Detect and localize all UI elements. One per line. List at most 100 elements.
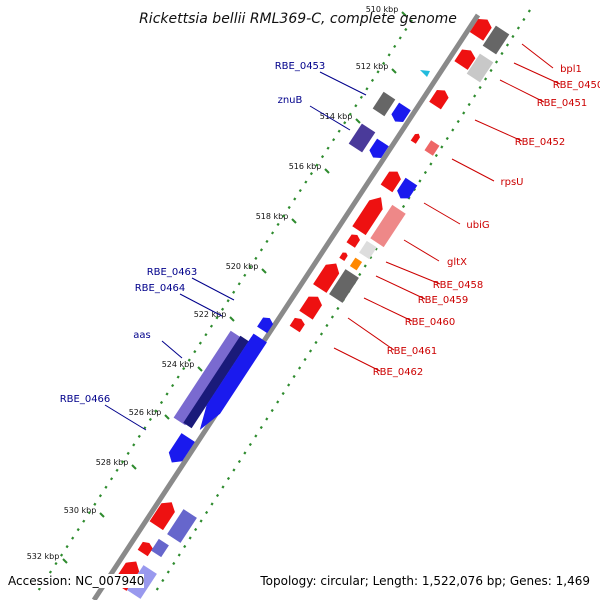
gene-feature-right (429, 90, 449, 110)
leader-line-left (161, 340, 183, 359)
genome-backbone (91, 13, 481, 600)
gene-label-left: znuB (278, 95, 303, 106)
leader-line-right (385, 261, 441, 285)
left-strand-dot (98, 494, 102, 498)
left-strand-dot (365, 87, 369, 91)
left-strand-dot (348, 112, 352, 116)
left-strand-dot (159, 400, 164, 405)
gene-feature-left (372, 91, 396, 117)
gene-feature-left (369, 138, 389, 158)
left-strand-dot (304, 180, 308, 184)
right-strand-dot (330, 315, 334, 319)
left-strand-dot (221, 307, 225, 311)
left-strand-dot (270, 231, 275, 235)
ruler-tick-label: 530 kbp (64, 506, 97, 515)
left-strand-dot (148, 417, 152, 422)
right-strand-dot (194, 527, 198, 532)
label-leader-lines (104, 43, 561, 431)
leader-line-left (309, 105, 351, 131)
left-strand-dot (354, 104, 358, 108)
left-strand-dot (171, 383, 175, 388)
left-strand-dot (315, 163, 319, 167)
left-strand-dot (320, 155, 325, 159)
left-strand-dot (332, 138, 336, 142)
gene-labels: bpl1 RBE_0450 RBE_0451 RBE_0452 rpsU ubiG gltX… (60, 61, 600, 405)
right-strand-dot (434, 153, 438, 158)
left-strand-dot (243, 273, 247, 277)
right-strand-dot (243, 451, 247, 455)
left-strand-dot (237, 282, 241, 286)
ruler-tick-label: 516 kbp (289, 162, 322, 171)
left-strand-dot (182, 366, 186, 371)
ruler-tick-mark (391, 68, 397, 74)
left-strand-dot (176, 375, 180, 379)
right-strand-dot (511, 34, 515, 39)
gene-label-right: RBE_0461 (387, 346, 438, 357)
genome-summary-text: Topology: circular; Length: 1,522,076 bp… (260, 574, 590, 588)
leader-line-right (499, 79, 545, 103)
right-strand-dot (303, 357, 307, 362)
gene-feature-right (466, 53, 494, 83)
right-strand-dot (473, 94, 477, 98)
left-strand-dot (215, 316, 219, 320)
right-strand-dot (451, 128, 455, 132)
left-strand-dot (48, 570, 53, 574)
right-strand-dot (265, 417, 269, 421)
left-strand-dot (193, 350, 197, 354)
gene-feature-right (482, 25, 510, 55)
right-strand-dot (183, 544, 187, 549)
gene-label-right: gltX (447, 257, 467, 268)
left-strand-dot (154, 409, 158, 413)
left-strand-dot (187, 358, 191, 362)
gene-feature-right (469, 19, 492, 41)
right-strand-dot (445, 136, 449, 141)
left-strand-dot (254, 256, 258, 260)
left-strand-dot (37, 587, 41, 591)
ruler-tick-label: 522 kbp (194, 310, 227, 319)
leader-line-right (403, 239, 440, 262)
ruler-tick-mark (229, 316, 235, 322)
right-strand-dot (418, 179, 422, 183)
ruler-tick-mark (355, 118, 361, 124)
gene-label-right: RBE_0452 (515, 137, 566, 148)
right-strand-dot (319, 332, 324, 336)
ruler-tick-mark (291, 218, 297, 224)
right-strand-dot (166, 570, 170, 574)
ruler-tick-label: 528 kbp (96, 458, 129, 467)
right-strand-dot (401, 204, 406, 209)
right-strand-dot (522, 17, 526, 22)
right-strand-dot (369, 255, 373, 260)
left-strand-dot (232, 290, 236, 294)
gene-label-left: aas (133, 330, 150, 341)
left-strand-dot (404, 27, 408, 32)
left-strand-dot (343, 121, 347, 125)
right-strand-dot (210, 502, 214, 506)
gene-features (113, 19, 510, 599)
gene-feature-right (410, 133, 420, 144)
right-strand-dot (276, 400, 280, 404)
right-strand-dot (254, 434, 258, 438)
right-strand-dot (516, 26, 520, 30)
left-strand-dot (409, 19, 413, 23)
ruler-tick-label: 526 kbp (129, 408, 162, 417)
gene-feature-right (370, 204, 406, 248)
left-strand-dot (104, 485, 108, 489)
right-strand-dot (199, 519, 203, 523)
right-strand-dot (363, 264, 367, 268)
gene-feature-right (137, 541, 153, 557)
right-strand-dot (462, 111, 466, 115)
leader-line-left (191, 277, 235, 301)
left-strand-dot (293, 197, 297, 201)
right-strand-dot (188, 536, 192, 540)
gene-feature-right (346, 234, 360, 248)
left-strand-dot (259, 248, 264, 252)
right-strand-dot (292, 374, 296, 379)
gene-feature-right (299, 296, 322, 320)
gene-feature-right (149, 502, 175, 531)
gene-feature-right (349, 257, 363, 271)
gene-feature-right (167, 509, 197, 543)
right-strand-dot (177, 553, 181, 557)
left-strand-dot (65, 545, 69, 549)
ruler-tick-mark (197, 366, 203, 372)
right-strand-dot (270, 408, 274, 413)
